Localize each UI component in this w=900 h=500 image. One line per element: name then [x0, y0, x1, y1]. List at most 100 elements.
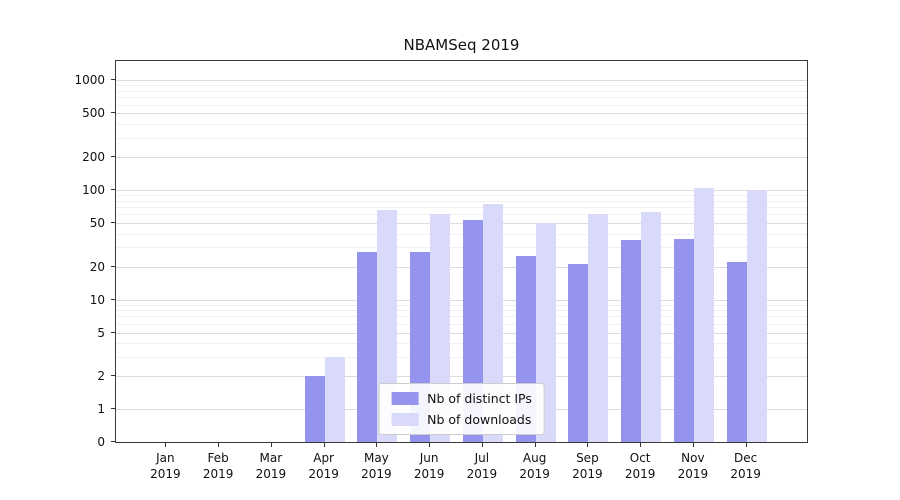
y-tick-mark [111, 156, 115, 157]
x-tick-mark [324, 443, 325, 447]
y-tick-label: 100 [82, 182, 105, 197]
gridline-major [116, 113, 807, 115]
x-tick-month: Aug [522, 451, 547, 465]
bar-downloads-apr [324, 356, 345, 442]
bar-downloads-oct [641, 211, 662, 442]
x-tick-label: Oct 2019 [608, 451, 672, 482]
x-tick-label: Mar 2019 [239, 451, 303, 482]
y-tick-label: 50 [89, 215, 105, 230]
y-tick-label: 1000 [74, 73, 105, 88]
x-tick-year: 2019 [730, 466, 761, 481]
bar-distinct-ips-oct [621, 239, 642, 442]
x-tick-year: 2019 [255, 466, 287, 481]
y-tick-mark [111, 299, 115, 300]
bar-distinct-ips-nov [673, 238, 694, 442]
gridline-major [116, 156, 807, 158]
gridline-minor [116, 247, 807, 249]
gridline-major [116, 299, 807, 301]
y-tick-label: 0 [97, 435, 105, 449]
gridline-major [116, 376, 807, 378]
y-tick-label: 20 [89, 259, 105, 274]
x-tick-year: 2019 [519, 466, 550, 481]
x-tick-month: Dec [734, 451, 758, 465]
x-tick-month: May [363, 451, 389, 465]
x-tick-mark [746, 443, 747, 447]
x-tick-label: Jul 2019 [450, 451, 514, 482]
gridline-minor [116, 214, 807, 216]
bar-downloads-jul [482, 203, 503, 442]
y-tick-mark [111, 112, 115, 113]
gridline-minor [116, 137, 807, 139]
gridline-minor [116, 85, 807, 87]
bar-distinct-ips-dec [726, 261, 747, 442]
legend-item: Nb of downloads [391, 412, 532, 427]
gridline-minor [116, 97, 807, 99]
x-tick-month: Jan [156, 451, 175, 465]
x-tick-mark [535, 443, 536, 447]
y-tick-mark [111, 266, 115, 267]
y-tick-label: 2 [97, 369, 105, 384]
legend-swatch-downloads [391, 413, 419, 426]
x-tick-mark [693, 443, 694, 447]
bar-distinct-ips-sep [568, 264, 589, 442]
gridline-minor [116, 206, 807, 208]
x-tick-year: 2019 [677, 466, 709, 481]
legend-label: Nb of downloads [427, 412, 532, 427]
x-tick-month: Apr [313, 451, 334, 465]
y-tick-label: 1 [97, 402, 105, 417]
gridline-minor [116, 323, 807, 325]
gridline-major [116, 332, 807, 334]
x-tick-mark [587, 443, 588, 447]
x-tick-year: 2019 [308, 466, 339, 481]
gridline-major [116, 189, 807, 191]
y-tick-mark [111, 332, 115, 333]
x-tick-year: 2019 [572, 466, 603, 481]
x-tick-label: Aug 2019 [503, 451, 567, 482]
gridline-minor [116, 304, 807, 306]
x-tick-month: Jun [419, 451, 439, 465]
gridline-minor [116, 104, 807, 106]
y-tick-label: 500 [82, 106, 105, 121]
x-tick-month: Mar [259, 451, 283, 465]
x-tick-label: Nov 2019 [661, 451, 725, 482]
gridline-minor [116, 356, 807, 358]
x-tick-label: Feb 2019 [186, 451, 250, 482]
y-tick-mark [111, 375, 115, 376]
y-tick-label: 10 [89, 292, 105, 307]
legend-swatch-distinct-ips [391, 392, 419, 405]
legend: Nb of distinct IPs Nb of downloads [378, 383, 545, 435]
gridline-minor [116, 194, 807, 196]
gridline-minor [116, 233, 807, 235]
y-tick-mark [111, 222, 115, 223]
x-tick-year: 2019 [202, 466, 234, 481]
gridline-minor [116, 310, 807, 312]
gridline-major [116, 266, 807, 268]
gridline-minor [116, 343, 807, 345]
gridline-minor [116, 316, 807, 318]
x-tick-label: Sep 2019 [555, 451, 619, 482]
x-tick-label: Jun 2019 [397, 451, 461, 482]
x-tick-month: Sep [576, 451, 599, 465]
x-tick-mark [218, 443, 219, 447]
x-tick-year: 2019 [150, 466, 181, 481]
x-tick-mark [165, 443, 166, 447]
x-tick-mark [271, 443, 272, 447]
x-tick-month: Nov [681, 451, 705, 465]
x-tick-year: 2019 [624, 466, 656, 481]
x-tick-label: Apr 2019 [292, 451, 356, 482]
x-tick-mark [482, 443, 483, 447]
x-tick-month: Oct [629, 451, 651, 465]
x-tick-year: 2019 [413, 466, 445, 481]
y-tick-mark [111, 189, 115, 190]
x-tick-year: 2019 [466, 466, 498, 481]
legend-label: Nb of distinct IPs [427, 391, 532, 406]
y-tick-label: 5 [97, 325, 105, 340]
chart-title: NBAMSeq 2019 [403, 36, 520, 54]
y-tick-label: 200 [82, 149, 105, 164]
x-tick-month: Feb [207, 451, 229, 465]
y-tick-mark [111, 79, 115, 80]
x-tick-month: Jul [474, 451, 490, 465]
gridline-minor [116, 123, 807, 125]
x-tick-mark [376, 443, 377, 447]
